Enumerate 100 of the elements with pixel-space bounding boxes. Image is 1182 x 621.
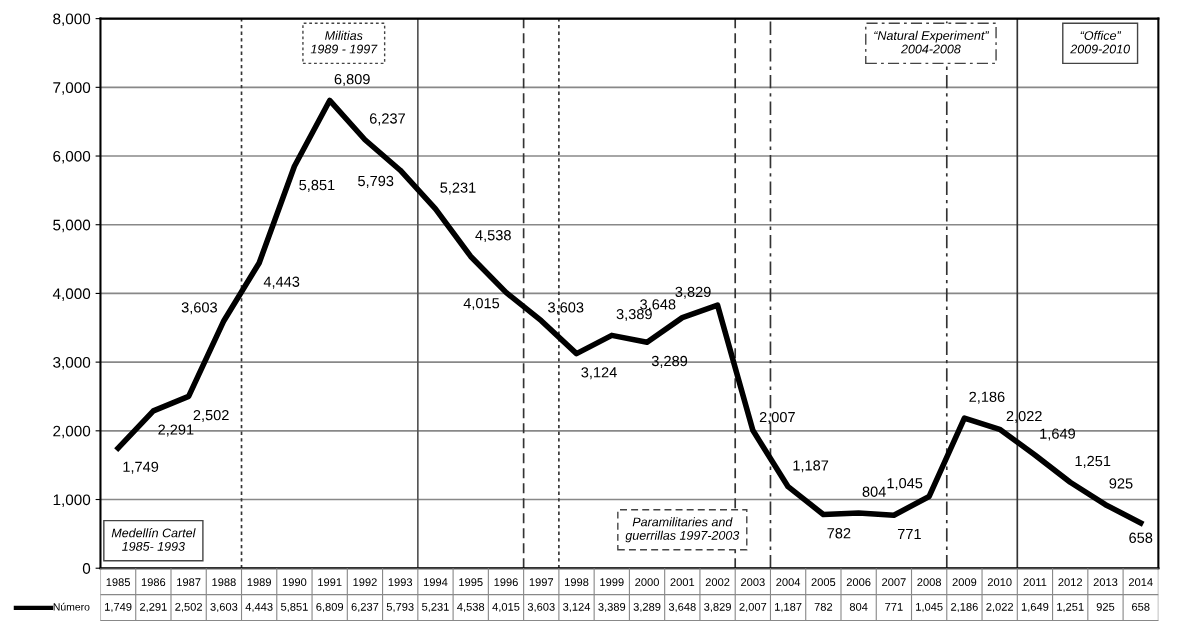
data-label: 2,291 [158,424,194,437]
data-label: 4,015 [463,297,500,311]
text: 3,289 [633,602,661,613]
x-tick-label: 1998 [565,578,589,587]
x-tick-label: 1986 [141,578,166,587]
text: 3,603 [527,602,555,613]
y-tick-label: 3,000 [53,356,91,370]
data-label: 771 [897,528,921,540]
text: 4,015 [492,602,520,613]
text: 2,502 [175,602,202,613]
annotation: Paramilitaries and guerrillas 1997-2003 [625,517,740,543]
data-label: 1,749 [123,461,159,474]
data-label: 6,809 [334,74,370,87]
text: 1,749 [105,602,132,613]
data-label: 3,829 [675,286,711,299]
x-tick-label: 2002 [705,578,730,587]
y-tick-label: 7,000 [53,82,91,95]
x-tick-label: 1991 [318,578,342,587]
data-label: 5,231 [440,182,476,195]
x-tick-label: 1994 [423,578,448,587]
x-tick-label: 2005 [811,578,836,587]
data-label: 925 [1109,478,1133,489]
x-tick-label: 2001 [670,578,695,587]
data-label: 3,603 [181,302,217,315]
text: 925 [1096,602,1115,611]
text: 5,851 [280,602,308,613]
y-tick-label: 4,000 [52,288,91,301]
x-tick-label: 1990 [282,578,307,587]
data-label: 4,443 [263,276,300,289]
text: 3,603 [210,602,238,613]
text: 5,793 [386,602,414,613]
data-label: 5,793 [358,175,394,188]
data-label: 6,237 [369,113,405,126]
text: 6,237 [351,602,379,613]
y-tick-label: 5,000 [53,219,91,233]
text: 2,007 [739,602,767,613]
x-tick-label: 1987 [177,578,201,587]
text: 3,829 [704,602,731,613]
x-tick-label: 2010 [987,578,1012,587]
data-label: 782 [827,528,851,539]
x-tick-label: 1999 [600,578,624,587]
text: 2,291 [140,602,167,613]
data-label: 804 [862,486,886,497]
x-tick-label: 2008 [917,578,942,587]
y-tick-label: 2,000 [53,425,91,439]
text: 2,022 [986,602,1014,613]
text: 4,443 [245,602,273,613]
x-tick-label: 1989 [247,578,271,587]
x-tick-label: 1993 [388,578,413,587]
x-tick-label: 1995 [459,578,483,587]
x-tick-label: 2000 [635,578,659,587]
x-tick-label: 1996 [494,578,518,587]
x-tick-label: 2004 [776,578,801,587]
text: 1,045 [916,602,943,613]
data-label: 3,124 [581,367,617,380]
data-label: 1,187 [793,460,829,473]
data-label: 1,251 [1075,455,1111,468]
x-tick-label: 2014 [1128,578,1153,587]
x-tick-label: 2006 [846,578,871,587]
y-tick-label: 8,000 [53,13,91,27]
y-tick-label: 6,000 [53,150,91,164]
text: 2,186 [951,602,978,613]
text: 3,648 [668,602,696,613]
y-tick-label: 1,000 [53,494,91,508]
text: 782 [814,602,833,611]
text: 771 [885,603,903,611]
data-label: 4,538 [475,230,511,243]
data-label: 2,186 [969,391,1005,404]
text: 658 [1132,602,1150,611]
data-label: 1,045 [887,478,923,491]
x-tick-label: 2011 [1023,578,1047,587]
text: 1,187 [775,602,802,613]
data-label: 658 [1129,532,1153,543]
annotation: Medellín Cartel 1985- 1993 [111,528,196,551]
text: 3,124 [563,602,591,613]
annotation: “Office” 2009-2010 [1070,30,1130,54]
data-label: 2,007 [759,411,795,424]
legend-label: Número [53,602,90,611]
text: 3,389 [598,602,626,613]
annotation: Militias 1989 - 1997 [310,30,378,54]
x-tick-label: 2012 [1058,578,1082,587]
annotation: “Natural Experiment” 2004-2008 [874,30,990,54]
x-tick-label: 2003 [741,578,765,587]
data-label: 1,649 [1040,428,1075,441]
text: 6,809 [316,602,344,613]
text: 1,251 [1057,602,1084,613]
data-label: 3,603 [548,302,584,315]
text: 5,231 [422,602,449,613]
x-tick-label: 1988 [212,578,236,587]
text: 804 [849,602,868,611]
text: 4,538 [457,602,485,613]
x-tick-label: 2009 [952,578,977,587]
data-label: 3,289 [651,355,688,368]
data-label: 2,502 [193,409,229,422]
data-label: 5,851 [299,179,335,192]
text: 1,649 [1021,602,1049,613]
x-tick-label: 1992 [353,578,377,587]
x-tick-label: 1985 [106,578,130,587]
x-tick-label: 2013 [1093,578,1118,587]
x-tick-label: 1997 [529,578,554,587]
